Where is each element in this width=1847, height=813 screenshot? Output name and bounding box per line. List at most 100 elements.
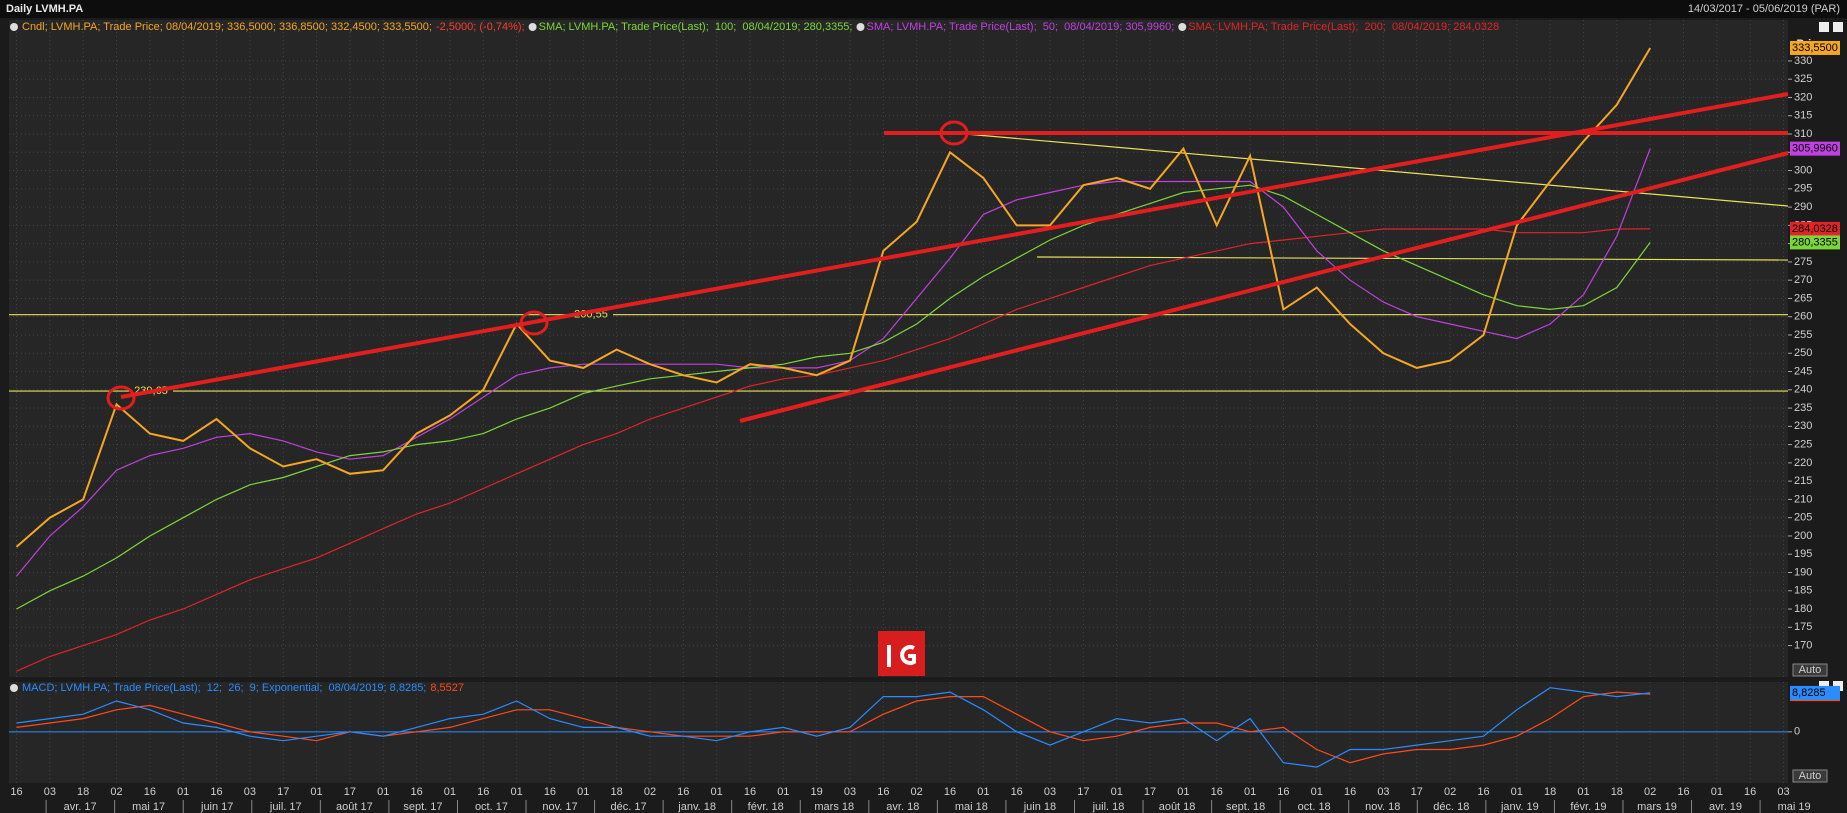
x-tick-label: 16	[1744, 786, 1756, 798]
autoscale-label[interactable]: Auto	[1799, 770, 1822, 782]
month-label: sept. 18	[1226, 801, 1265, 813]
x-tick-label: 16	[477, 786, 489, 798]
month-label: avr. 17	[64, 801, 97, 813]
legend-icon	[10, 23, 18, 31]
y-tick-label: 310	[1794, 128, 1812, 140]
x-tick-label: 01	[1711, 786, 1723, 798]
y-tick-label: 330	[1794, 55, 1812, 67]
close-button[interactable]	[1833, 22, 1843, 32]
x-tick-label: 01	[444, 786, 456, 798]
last-value-label: 333,5500	[1792, 42, 1838, 54]
legend-icon	[10, 684, 18, 692]
y-tick-label: 180	[1794, 603, 1812, 615]
autoscale-button[interactable]	[1792, 663, 1828, 677]
month-label: oct. 17	[475, 801, 508, 813]
x-tick-label: 01	[1111, 786, 1123, 798]
x-tick-label: 16	[410, 786, 422, 798]
y-tick-label: 290	[1794, 201, 1812, 213]
month-label: janv. 19	[1500, 801, 1539, 813]
month-label: déc. 17	[611, 801, 647, 813]
month-label: nov. 17	[542, 801, 577, 813]
month-label: août 17	[336, 801, 373, 813]
series-line	[16, 687, 1651, 768]
y-tick-label: 220	[1794, 457, 1812, 469]
date-range: 14/03/2017 - 05/06/2019 (PAR)	[1688, 3, 1840, 15]
autoscale-label[interactable]: Auto	[1799, 664, 1822, 676]
autoscale-button[interactable]	[1792, 769, 1828, 783]
trend-line	[1036, 256, 1789, 261]
x-tick-label: 16	[877, 786, 889, 798]
x-tick-label: 16	[944, 786, 956, 798]
y-tick-label: 270	[1794, 274, 1812, 286]
month-label: mai 19	[1778, 801, 1811, 813]
x-tick-label: 18	[1611, 786, 1623, 798]
y-tick-label: 255	[1794, 329, 1812, 341]
y-tick-label: 275	[1794, 256, 1812, 268]
price-panel	[9, 20, 1788, 677]
legend-entry: Cndl; LVMH.PA; Trade Price; 08/04/2019; …	[22, 21, 432, 33]
x-tick-label: 16	[210, 786, 222, 798]
y-tick-label: 240	[1794, 384, 1812, 396]
y-tick-label: 320	[1794, 91, 1812, 103]
series-line	[16, 228, 1651, 672]
x-tick-label: 16	[1211, 786, 1223, 798]
x-tick-label: 02	[1644, 786, 1656, 798]
x-tick-label: 16	[1677, 786, 1689, 798]
y-tick-label: 245	[1794, 365, 1812, 377]
month-label: nov. 18	[1365, 801, 1400, 813]
x-tick-label: 03	[244, 786, 256, 798]
legend-icon	[528, 23, 537, 31]
x-tick-label: 16	[10, 786, 22, 798]
last-value-box	[1790, 685, 1840, 700]
x-tick-label: 16	[1477, 786, 1489, 798]
month-label: oct. 18	[1298, 801, 1331, 813]
x-tick-label: 17	[1411, 786, 1423, 798]
ig-logo-mark	[887, 645, 916, 667]
legend-icon	[856, 23, 865, 31]
x-tick-label: 16	[744, 786, 756, 798]
grid-layer	[9, 20, 1788, 783]
x-tick-label: 19	[811, 786, 823, 798]
x-tick-label: 01	[711, 786, 723, 798]
y-tick-label: 265	[1794, 292, 1812, 304]
x-tick-label: 01	[777, 786, 789, 798]
y-tick-label: 325	[1794, 73, 1812, 85]
title-bar	[0, 0, 1847, 18]
y-tick-label: 170	[1794, 639, 1812, 651]
legend-icon	[1178, 23, 1187, 31]
x-tick-label: 18	[77, 786, 89, 798]
y-tick-label: 210	[1794, 493, 1812, 505]
x-tick-label: 01	[377, 786, 389, 798]
legend-entry: 8,5527	[430, 682, 464, 694]
highlight-circle	[519, 310, 549, 336]
x-tick-label: 02	[1444, 786, 1456, 798]
y-tick-label: 295	[1794, 183, 1812, 195]
trend-line	[120, 92, 1789, 399]
month-label: mars 19	[1637, 801, 1677, 813]
y-tick-label: 260	[1794, 311, 1812, 323]
month-label: juil. 18	[1092, 801, 1125, 813]
last-value-box	[1790, 141, 1840, 156]
highlight-circle	[939, 120, 969, 146]
x-tick-label: 17	[344, 786, 356, 798]
x-tick-label: 03	[1044, 786, 1056, 798]
x-tick-label: 01	[310, 786, 322, 798]
month-label: févr. 18	[748, 801, 784, 813]
x-tick-label: 16	[144, 786, 156, 798]
x-tick-label: 01	[577, 786, 589, 798]
month-label: avr. 18	[886, 801, 919, 813]
x-tick-label: 01	[510, 786, 522, 798]
month-label: juin 17	[200, 801, 233, 813]
chart-title: Daily LVMH.PA	[6, 3, 83, 15]
restore-button[interactable]	[1819, 22, 1829, 32]
legend-entry: SMA; LVMH.PA; Trade Price(Last); 100; 08…	[539, 21, 853, 33]
month-label: janv. 18	[677, 801, 716, 813]
highlight-circle	[106, 385, 136, 411]
y-tick-label: 225	[1794, 439, 1812, 451]
month-label: juin 18	[1023, 801, 1056, 813]
series-line	[15, 47, 1652, 548]
x-tick-label: 18	[1544, 786, 1556, 798]
x-tick-label: 16	[544, 786, 556, 798]
